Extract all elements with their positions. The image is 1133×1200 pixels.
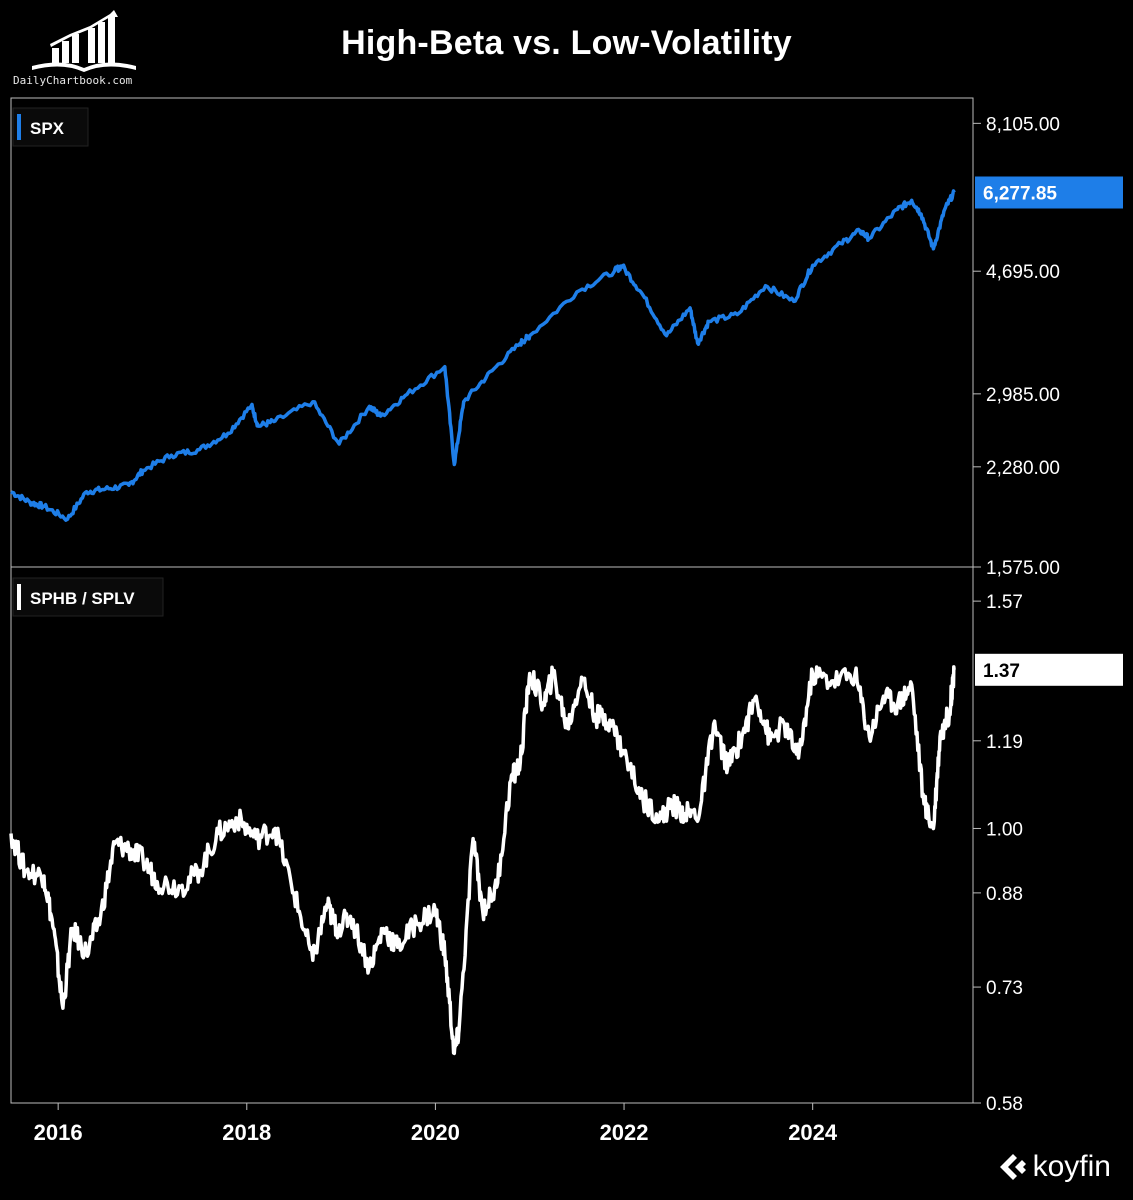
top-panel-frame [10, 97, 974, 568]
spx-ytick-label: 2,280.00 [986, 458, 1060, 479]
xtick-label: 2016 [34, 1120, 83, 1145]
ratio-ytick-label: 0.88 [986, 884, 1023, 905]
spx-ytick-label: 2,985.00 [986, 385, 1060, 406]
ratio-legend: SPHB / SPLV [12, 577, 164, 617]
ratio-ytick-label: 1.00 [986, 819, 1023, 840]
spx-last-value: 6,277.85 [983, 184, 1057, 205]
spx-ytick-label: 8,105.00 [986, 114, 1060, 135]
ratio-last-value: 1.37 [983, 661, 1020, 682]
xtick-label: 2018 [222, 1120, 271, 1145]
ratio-ytick-label: 0.73 [986, 978, 1023, 999]
dailychartbook-logo [32, 10, 136, 72]
xtick-label: 2020 [411, 1120, 460, 1145]
koyfin-icon [999, 1154, 1026, 1180]
ratio-last-value-badge: 1.37 [975, 653, 1123, 686]
logo-text: DailyChartbook.com [13, 74, 133, 87]
chart-title: High-Beta vs. Low-Volatility [341, 24, 792, 62]
koyfin-brand: koyfin [997, 1150, 1111, 1184]
xtick-label: 2024 [788, 1120, 838, 1145]
ratio-ytick-label: 1.57 [986, 592, 1023, 613]
spx-ytick-label: 4,695.00 [986, 262, 1060, 283]
brand-name: koyfin [1032, 1150, 1111, 1183]
spx-last-value-badge: 6,277.85 [975, 176, 1123, 209]
ratio-ytick-label: 1.19 [986, 732, 1023, 753]
spx-legend: SPX [12, 107, 89, 147]
spx-series-line [10, 189, 956, 522]
xtick-label: 2022 [600, 1120, 649, 1145]
ratio-legend-label: SPHB / SPLV [30, 589, 135, 608]
bottom-panel-frame [10, 566, 974, 1104]
spx-ytick-label: 1,575.00 [986, 558, 1060, 579]
sphb-splv-series-line [9, 665, 956, 1056]
ratio-ytick-label: 0.58 [986, 1094, 1023, 1115]
spx-legend-label: SPX [30, 119, 65, 138]
